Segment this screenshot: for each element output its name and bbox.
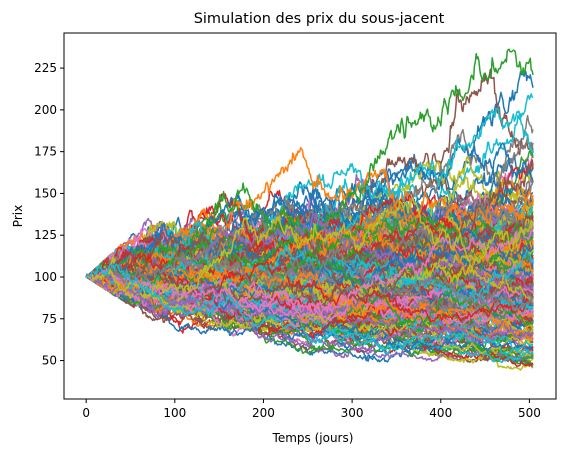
x-tick-label: 300 (341, 406, 364, 420)
series-line (86, 249, 534, 323)
y-axis: 50 75 100 125 150 175 200 225 (34, 61, 64, 368)
y-tick-label: 225 (34, 61, 57, 75)
series-line (85, 245, 534, 312)
x-tick-label: 0 (82, 406, 90, 420)
series-line (86, 263, 533, 353)
y-tick-label: 100 (34, 270, 57, 284)
y-tick-label: 200 (34, 103, 57, 117)
series-line (86, 228, 534, 294)
y-tick-label: 50 (42, 354, 57, 368)
x-axis-label: Temps (jours) (272, 431, 354, 445)
y-tick-label: 175 (34, 145, 57, 159)
x-axis: 0 100 200 300 400 500 (82, 399, 541, 420)
plot-frame (63, 32, 557, 400)
chart-title: Simulation des prix du sous-jacent (194, 11, 445, 27)
x-tick-label: 200 (252, 406, 275, 420)
series-line (86, 229, 534, 320)
x-tick-label: 500 (518, 406, 541, 420)
y-tick-label: 150 (34, 186, 57, 200)
x-tick-label: 100 (163, 406, 186, 420)
y-axis-label: Prix (11, 205, 25, 227)
plot-area (85, 48, 534, 371)
x-tick-label: 400 (429, 406, 452, 420)
y-tick-label: 75 (42, 312, 57, 326)
series-line (86, 233, 534, 305)
series-line (85, 197, 534, 299)
series-line (85, 228, 534, 313)
y-tick-label: 125 (34, 228, 57, 242)
series-line (85, 273, 534, 352)
